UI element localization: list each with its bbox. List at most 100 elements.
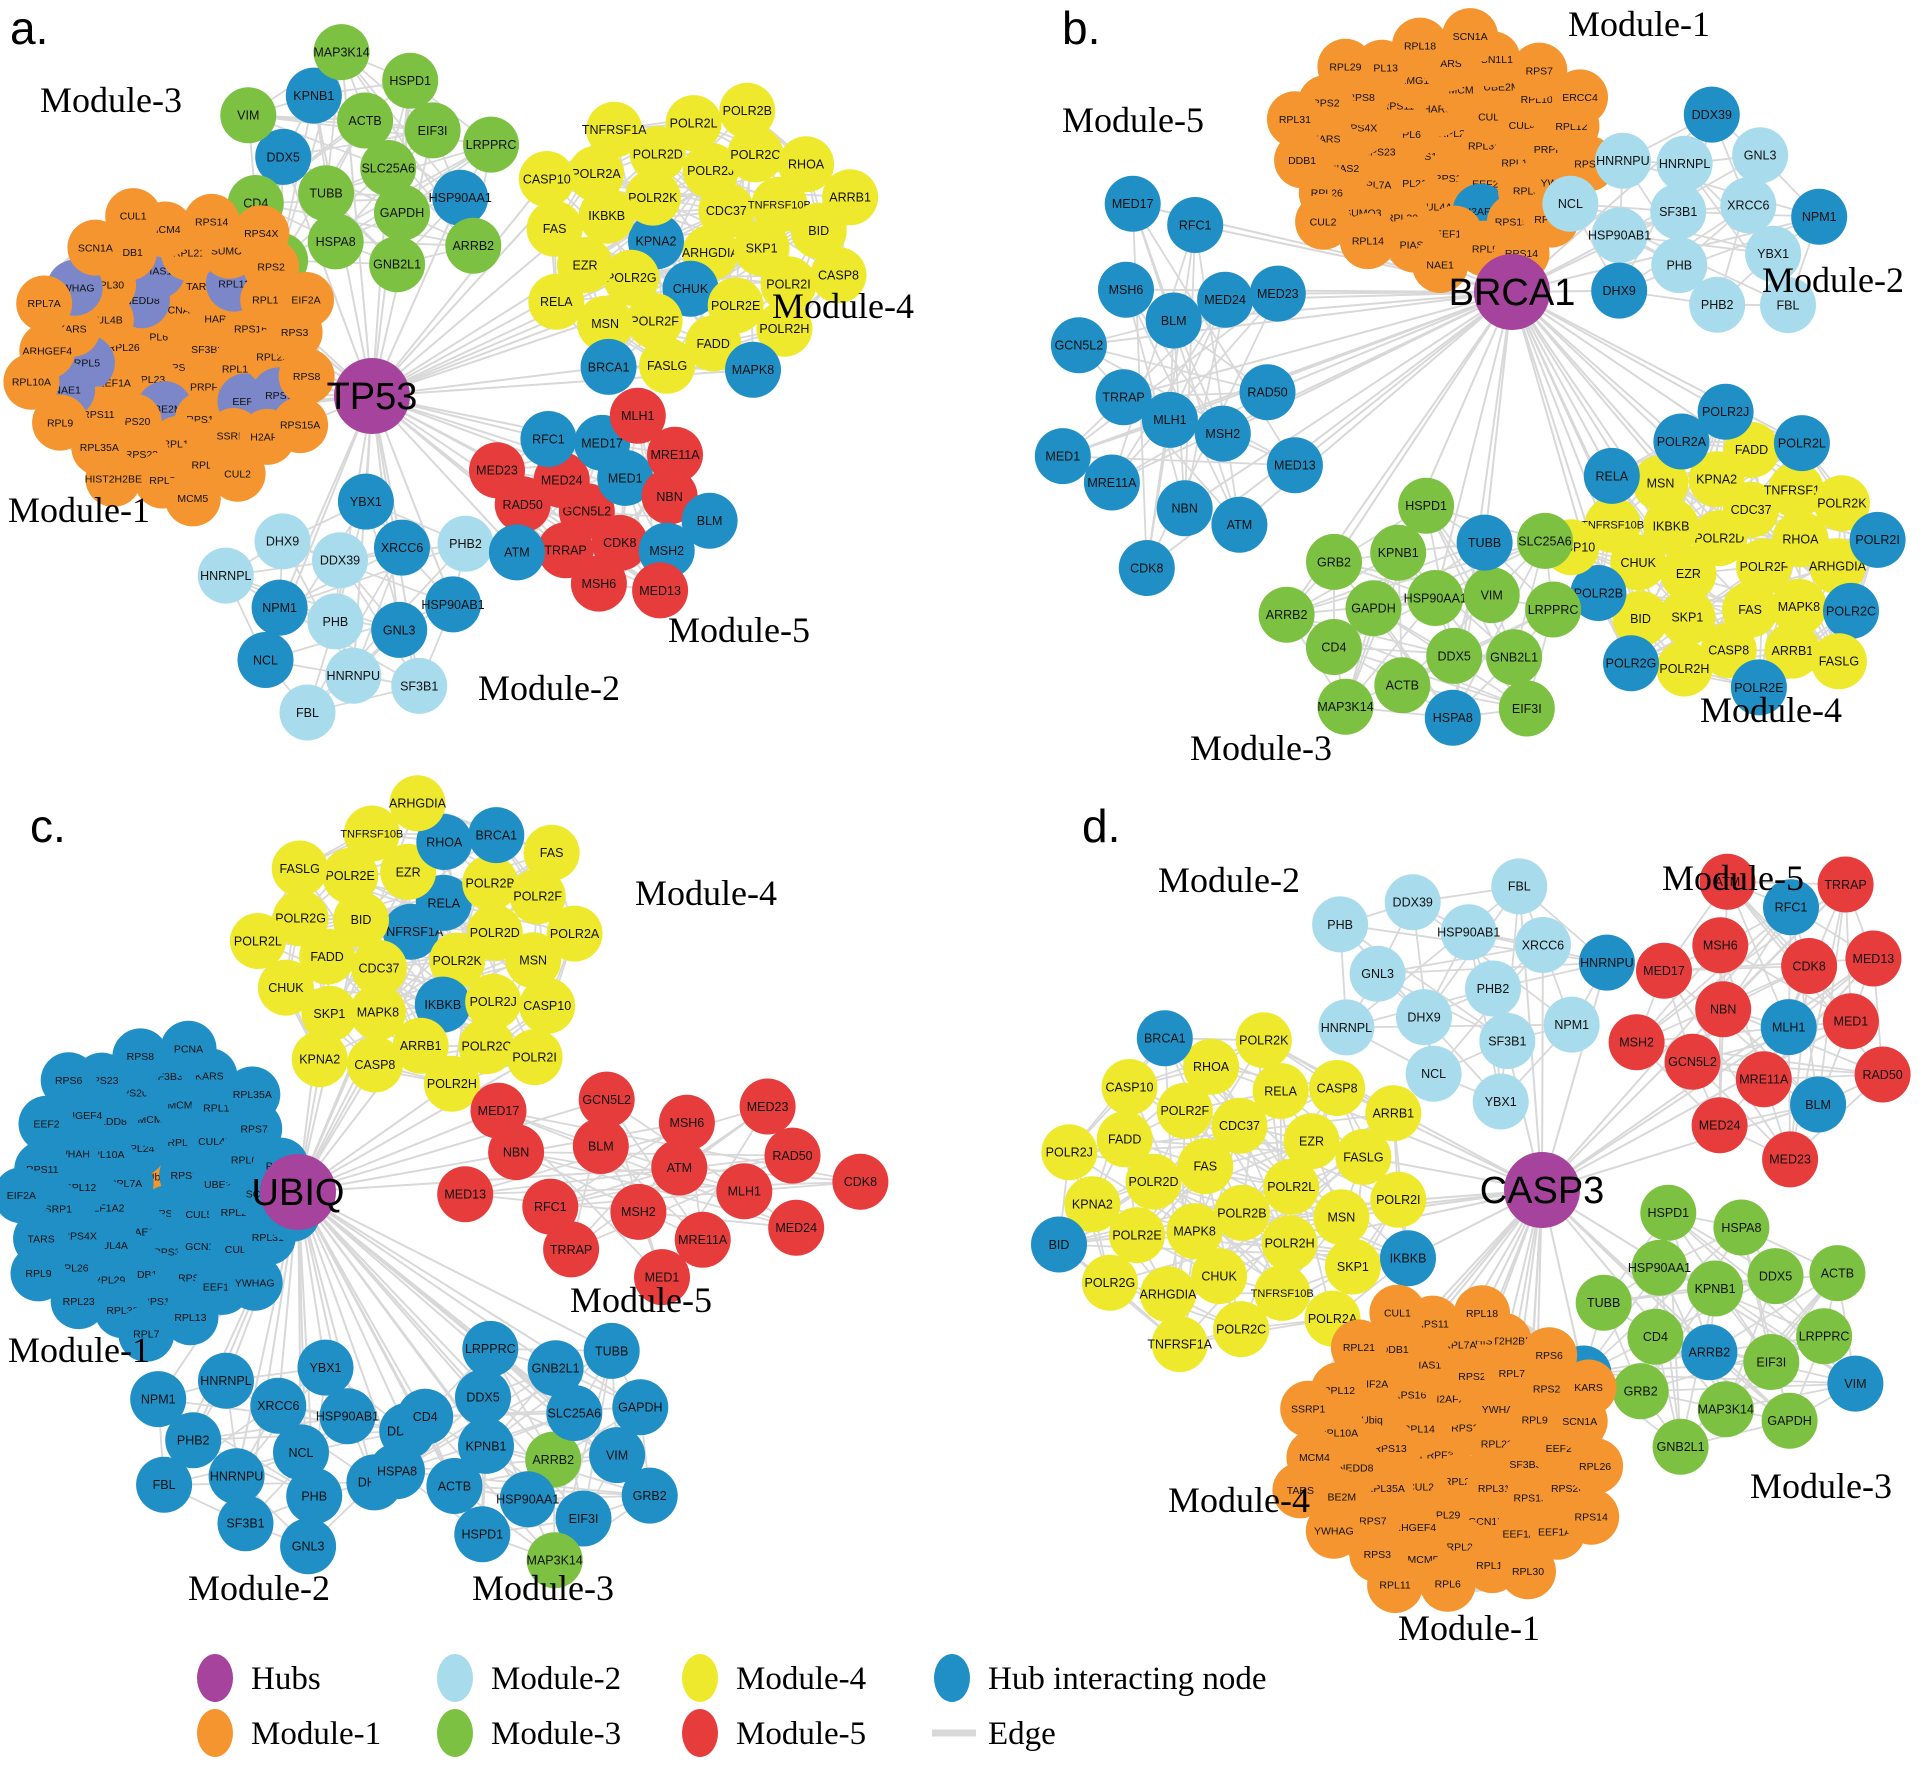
- node-PHB2: [1689, 276, 1746, 333]
- node-POLR2H: [1656, 640, 1713, 697]
- node-label: RPS14: [1575, 1512, 1608, 1524]
- node-POLR2G: [1603, 635, 1659, 692]
- node-ACTB: [1374, 657, 1431, 714]
- node-label: LRPPRC: [465, 1342, 516, 1356]
- edge: [424, 1416, 556, 1561]
- module-label-a-module-1: Module-1: [8, 490, 150, 530]
- node-label: NCL: [288, 1446, 313, 1460]
- node-label: MSH6: [1703, 939, 1738, 953]
- node-label: KPNA2: [636, 235, 677, 249]
- node-label: CDK8: [1130, 561, 1163, 575]
- node-POLR2I: [760, 256, 817, 313]
- node-label: NBN: [503, 1146, 529, 1160]
- panel-b: MLH1 BLM MSH2 TRRAP MED24 NBN MSH6 RAD50 MRE11A R…: [1034, 2, 1906, 768]
- node-ARRB1: [392, 1017, 449, 1074]
- node-label: SCN1A: [1453, 31, 1488, 43]
- node-label: SKP1: [1671, 611, 1703, 625]
- legend-label: Module-4: [736, 1661, 866, 1697]
- node-label: POLR2B: [1574, 586, 1623, 600]
- node-RPL23: [50, 1273, 107, 1330]
- node-label: IKBKB: [1653, 520, 1690, 534]
- node-label: HNRNPU: [327, 669, 380, 683]
- node-ERCC4: [1552, 69, 1608, 126]
- node-CDK8: [832, 1153, 889, 1210]
- legend-item-module-1: Module-1: [197, 1709, 381, 1757]
- node-MED13: [632, 562, 689, 619]
- node-label: RPS7: [1526, 65, 1554, 77]
- legend-swatch-hub: [197, 1654, 233, 1702]
- node-XRCC6: [1514, 917, 1571, 973]
- node-HSPD1: [454, 1506, 511, 1563]
- node-label: ARRB1: [1772, 644, 1814, 658]
- node-label: SF3B1: [1488, 1034, 1526, 1048]
- node-label: POLR2L: [1778, 436, 1826, 450]
- node-label: ATM: [1227, 518, 1252, 532]
- node-ARRB2: [1681, 1324, 1738, 1381]
- node-label: BLM: [1805, 1098, 1831, 1112]
- node-label: GNB2L1: [1490, 651, 1538, 665]
- node-RPL9: [10, 1245, 67, 1302]
- hub-edge: [1541, 1189, 1791, 1422]
- nodes-layer: TNFRSF1A POLR2K CDC37 RELA IKBKB BID POLR2D MAP…: [0, 775, 889, 1589]
- node-label: BID: [1630, 612, 1651, 626]
- node-MRE11A: [1735, 1051, 1792, 1108]
- node-CASP8: [1309, 1060, 1366, 1116]
- node-FAS: [1177, 1138, 1234, 1195]
- node-label: POLR2J: [470, 995, 517, 1009]
- hub-BRCA1: [1474, 254, 1550, 330]
- panel-d: PHB2 DHX9 HSP90AB1 SF3B1 GNL3 XRCC6 NCL DDX39 NP…: [1031, 800, 1911, 1648]
- node-SCN1A: [1442, 8, 1499, 65]
- node-label: POLR2D: [633, 147, 683, 161]
- node-POLR2B: [1213, 1184, 1270, 1241]
- hub-edge: [1541, 1026, 1790, 1191]
- node-label: EIF2A: [291, 295, 320, 307]
- node-label: SLC25A6: [1518, 534, 1572, 548]
- edge: [516, 1151, 793, 1157]
- node-label: VIM: [1844, 1377, 1866, 1391]
- node-RPL18: [1392, 17, 1448, 74]
- node-label: RPS11: [82, 409, 115, 421]
- node-label: RHOA: [426, 835, 463, 849]
- node-label: RPL14: [222, 364, 254, 376]
- node-RPL21: [1330, 1319, 1387, 1376]
- node-label: MAP3K14: [1698, 1403, 1754, 1417]
- panel-letter-d: d.: [1082, 800, 1120, 852]
- node-DDX5: [1747, 1248, 1804, 1305]
- edge: [515, 1151, 704, 1241]
- node-EIF3I: [555, 1490, 612, 1547]
- node-label: MED23: [476, 464, 518, 478]
- node-label: HSP90AA1: [496, 1493, 559, 1507]
- legend: Hubs Module-1 Module-2 Module-3 Module-4 Modu…: [197, 1654, 1267, 1757]
- node-label: RPL35A: [80, 442, 119, 454]
- node-label: MED23: [1257, 287, 1299, 301]
- node-label: RAD50: [1247, 386, 1287, 400]
- node-KPNA2: [291, 1031, 348, 1088]
- node-NPM1: [251, 579, 308, 636]
- node-RPS4X: [233, 205, 290, 262]
- edge: [1131, 203, 1296, 466]
- node-POLR2A: [568, 145, 624, 202]
- edge: [1719, 945, 1791, 1160]
- node-label: TRRAP: [1824, 878, 1866, 892]
- node-HSPD1: [1398, 477, 1455, 534]
- node-EIF3I: [404, 102, 461, 159]
- node-MAP3K14: [1697, 1381, 1754, 1438]
- node-label: FASLG: [1819, 655, 1859, 669]
- panel-a: SLC25A6 TUBB ACTB GAPDH DDX5 EIF3I HSPA8 KPNB1 H…: [3, 2, 914, 741]
- node-HSP90AA1: [1631, 1239, 1688, 1296]
- node-GRB2: [1612, 1363, 1669, 1420]
- node-CHUK: [257, 959, 314, 1016]
- node-label: GRB2: [1624, 1385, 1658, 1399]
- node-RFC1: [520, 411, 577, 467]
- node-ATM: [1211, 496, 1268, 553]
- edge: [1691, 906, 1792, 1063]
- node-FBL: [1491, 858, 1548, 915]
- edge: [582, 1350, 613, 1519]
- panel-letter-c: c.: [30, 800, 66, 852]
- node-HSPA8: [1713, 1199, 1770, 1256]
- node-RPL7A: [16, 275, 73, 332]
- node-label: MAPK8: [1173, 1224, 1215, 1238]
- node-POLR2F: [509, 868, 566, 925]
- node-label: CUL1: [1384, 1307, 1411, 1319]
- node-label: TNFRSF1A: [1764, 484, 1829, 498]
